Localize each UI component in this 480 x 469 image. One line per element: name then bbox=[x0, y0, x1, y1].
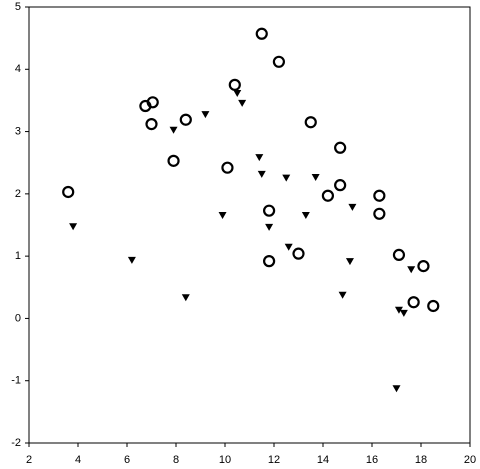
triangle-point bbox=[218, 212, 227, 220]
triangle-point bbox=[201, 111, 210, 119]
triangle-point bbox=[301, 212, 310, 220]
triangle-point bbox=[265, 223, 274, 231]
circle-point bbox=[392, 248, 406, 261]
triangle-point bbox=[399, 309, 408, 317]
plot-frame bbox=[28, 6, 471, 444]
triangle-point bbox=[233, 89, 242, 97]
circle-point bbox=[304, 116, 317, 129]
circle-point bbox=[221, 161, 234, 174]
triangle-point bbox=[257, 170, 266, 178]
circle-point bbox=[292, 247, 305, 260]
circle-point bbox=[373, 207, 386, 220]
x-tick-label: 18 bbox=[415, 454, 427, 466]
y-tick-label: -1 bbox=[11, 375, 21, 387]
x-tick-label: 8 bbox=[173, 454, 179, 466]
y-tick-label: 3 bbox=[15, 125, 21, 137]
circle-point bbox=[321, 189, 334, 202]
x-tick-label: 10 bbox=[219, 454, 231, 466]
triangle-point bbox=[69, 223, 78, 231]
circle-point bbox=[146, 96, 159, 109]
circle-point bbox=[263, 255, 276, 268]
triangle-point bbox=[282, 174, 291, 182]
triangle-point bbox=[169, 126, 178, 134]
x-tick-label: 14 bbox=[317, 454, 329, 466]
x-tick-label: 16 bbox=[366, 454, 378, 466]
circle-point bbox=[417, 260, 430, 273]
y-tick-label: 5 bbox=[15, 1, 21, 13]
circle-point bbox=[334, 179, 347, 192]
triangle-point bbox=[311, 174, 320, 182]
y-tick-label: 1 bbox=[15, 250, 21, 262]
x-tick-label: 6 bbox=[124, 454, 130, 466]
triangle-point bbox=[348, 203, 357, 211]
triangle-point bbox=[127, 256, 136, 264]
circle-point bbox=[167, 154, 180, 167]
x-tick-label: 4 bbox=[75, 454, 81, 466]
circle-point bbox=[228, 78, 241, 91]
circle-point bbox=[334, 141, 347, 154]
x-tick-label: 20 bbox=[464, 454, 476, 466]
circle-point bbox=[263, 204, 276, 217]
triangle-point bbox=[345, 258, 354, 266]
circle-point bbox=[145, 117, 158, 131]
triangle-point bbox=[392, 385, 401, 393]
triangle-point bbox=[238, 99, 247, 107]
triangle-point bbox=[284, 243, 293, 251]
triangle-point bbox=[338, 291, 347, 299]
triangle-point bbox=[407, 266, 416, 274]
triangle-point bbox=[394, 306, 403, 314]
circle-point bbox=[272, 55, 285, 68]
y-tick-label: 0 bbox=[15, 312, 21, 324]
triangle-point bbox=[181, 294, 190, 302]
y-tick-label: 4 bbox=[15, 63, 21, 75]
circle-point bbox=[179, 113, 192, 126]
y-tick-label: 2 bbox=[15, 188, 21, 200]
circle-point bbox=[62, 185, 75, 199]
circle-point bbox=[427, 299, 440, 313]
circle-point bbox=[255, 27, 268, 40]
circle-point bbox=[407, 296, 420, 309]
y-tick-label: -2 bbox=[11, 437, 21, 449]
x-tick-label: 12 bbox=[268, 454, 280, 466]
x-tick-label: 2 bbox=[26, 454, 32, 466]
circle-point bbox=[373, 189, 386, 202]
triangle-point bbox=[255, 154, 264, 162]
